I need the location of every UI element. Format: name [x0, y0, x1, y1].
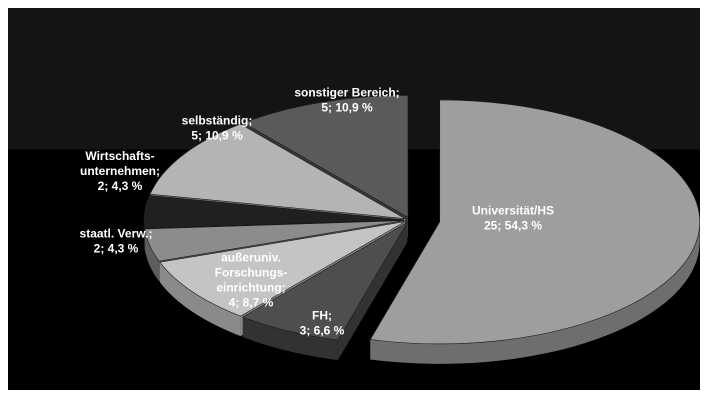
- pie-slice: [242, 95, 409, 218]
- chart-frame: Universität/HS 25; 54,3 % FH; 3; 6,6 % außer…: [8, 8, 700, 390]
- slice-label: staatl. Verw.; 2; 4,3 %: [80, 227, 153, 256]
- pie-slice-wall: [337, 222, 408, 361]
- pie-slice: [144, 220, 405, 262]
- pie-slice-side: [144, 228, 159, 282]
- slice-label: sonstiger Bereich; 5; 10,9 %: [294, 86, 399, 115]
- pie-slice-side: [242, 316, 338, 361]
- pie-slice: [143, 195, 405, 229]
- pie-slice: [149, 123, 406, 219]
- slice-label: Universität/HS 25; 54,3 %: [472, 204, 554, 233]
- pie-slice: [242, 221, 409, 341]
- pie-slice: [369, 99, 700, 345]
- slice-label: außeruniv. Forschungs-einrichtung; 4; 8,7 …: [215, 251, 288, 310]
- pie-slice-side: [370, 221, 700, 364]
- pie-slice-side: [159, 262, 241, 337]
- slice-label: Wirtschafts-unternehmen; 2; 4,3 %: [80, 149, 160, 193]
- slice-label: FH; 3; 6,6 %: [300, 309, 345, 338]
- slice-label: selbständig; 5; 10,9 %: [182, 114, 253, 143]
- pie-slice: [159, 221, 406, 317]
- pie-chart: Universität/HS 25; 54,3 % FH; 3; 6,6 % außer…: [80, 86, 700, 364]
